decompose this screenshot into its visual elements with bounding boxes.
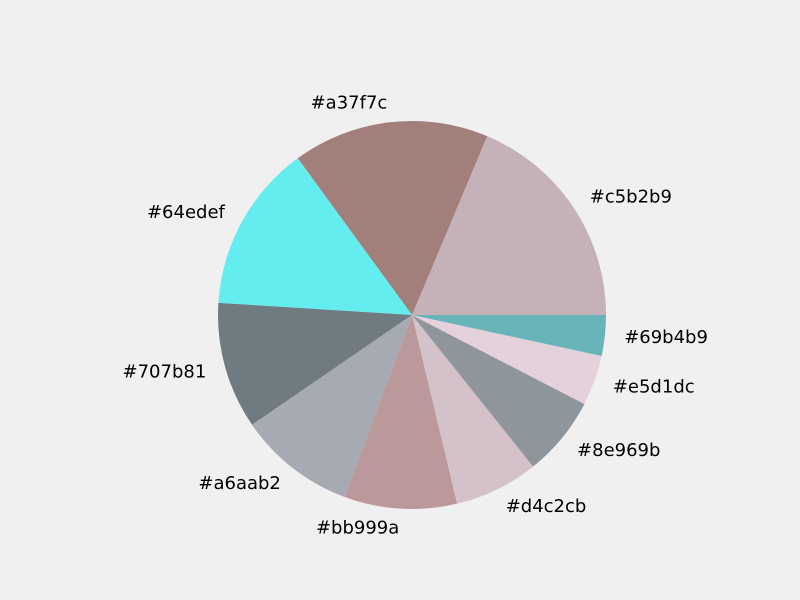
pie-slice: [412, 315, 602, 404]
slice-label: #c5b2b9: [590, 186, 672, 207]
pie-slice: [218, 158, 412, 315]
slice-label: #64edef: [147, 202, 226, 223]
pie-labels: #c5b2b9 #a37f7c #64edef #707b81 #a6aab2 #bb99…: [123, 93, 708, 539]
pie-slice: [412, 136, 606, 315]
pie-slice: [252, 315, 412, 497]
slice-label: #bb999a: [316, 518, 399, 539]
pie-slice: [412, 315, 585, 467]
slice-label: #a6aab2: [198, 473, 281, 494]
pie-slice: [344, 315, 458, 509]
slice-label: #a37f7c: [311, 93, 388, 114]
pie-slices: [217, 121, 606, 509]
slice-label: #8e969b: [577, 440, 660, 461]
pie-slice: [412, 315, 606, 357]
slice-label: #707b81: [123, 361, 207, 382]
pie-slice: [297, 121, 488, 315]
slice-label: #69b4b9: [624, 327, 708, 348]
slice-label: #e5d1dc: [613, 377, 695, 398]
pie-slice: [412, 315, 534, 504]
slice-label: #d4c2cb: [506, 496, 587, 517]
pie-slice: [217, 302, 412, 425]
